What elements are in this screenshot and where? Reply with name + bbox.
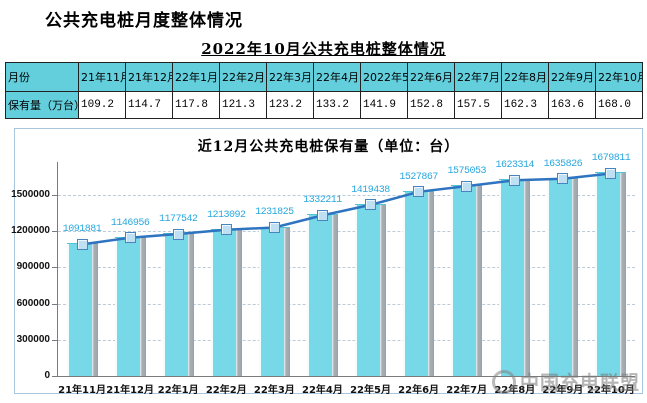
line-marker bbox=[124, 232, 136, 244]
monthly-data-table: 月份 21年11月21年12月22年1月22年2月22年3月22年4月2022年… bbox=[5, 62, 643, 119]
y-axis-tick bbox=[52, 303, 58, 305]
gridline bbox=[58, 303, 635, 305]
data-label: 1623314 bbox=[495, 160, 535, 172]
table-value-cell: 162.3 bbox=[501, 91, 549, 119]
x-axis-label: 21年11月 bbox=[58, 385, 106, 396]
y-axis-label: 600000 bbox=[16, 297, 50, 309]
line-marker bbox=[365, 199, 377, 211]
data-label: 1177542 bbox=[158, 214, 198, 226]
x-axis-label: 22年1月 bbox=[157, 385, 199, 396]
x-axis-label: 22年9月 bbox=[542, 385, 584, 396]
line-marker bbox=[557, 173, 569, 185]
line-marker bbox=[461, 180, 473, 192]
table-value-cell: 114.7 bbox=[125, 91, 173, 119]
x-axis-label: 22年8月 bbox=[494, 385, 536, 396]
x-axis-label: 22年3月 bbox=[253, 385, 295, 396]
table-values-row: 保有量（万台） 109.2 114.7 117.8 121.3 123.2 133.2 14… bbox=[5, 91, 643, 119]
line-marker bbox=[605, 167, 617, 179]
y-axis-tick bbox=[52, 267, 58, 269]
table-month-header: 22年6月 bbox=[407, 62, 455, 92]
line-marker bbox=[413, 186, 425, 198]
bar bbox=[451, 185, 483, 376]
bar bbox=[114, 236, 146, 376]
gridline bbox=[58, 195, 635, 197]
table-value-cell: 117.8 bbox=[172, 91, 220, 119]
line-marker bbox=[509, 174, 521, 186]
page-subtitle: 2022年10月公共充电桩整体情况 bbox=[201, 40, 446, 58]
data-label: 1231825 bbox=[255, 207, 294, 219]
data-label: 1575053 bbox=[447, 166, 486, 178]
data-label: 1146956 bbox=[110, 217, 150, 229]
table-value-cell: 121.3 bbox=[219, 91, 267, 119]
y-axis-tick bbox=[52, 195, 58, 197]
gridline bbox=[58, 339, 635, 341]
x-axis-label: 21年12月 bbox=[106, 385, 155, 396]
y-axis-label: 1500000 bbox=[11, 189, 50, 201]
line-marker bbox=[316, 209, 328, 221]
table-month-header: 22年1月 bbox=[172, 62, 220, 92]
table-value-cell: 152.8 bbox=[407, 91, 455, 119]
y-axis-tick bbox=[52, 339, 58, 341]
line-marker bbox=[76, 238, 88, 250]
table-value-cell: 157.5 bbox=[454, 91, 502, 119]
line-marker bbox=[172, 228, 184, 240]
holdings-chart: 近12月公共充电桩保有量（单位：台） 0 300000 600000 900000 12… bbox=[11, 128, 643, 396]
table-row-header-holdings: 保有量（万台） bbox=[5, 91, 79, 119]
table-month-header: 22年10月 bbox=[595, 62, 643, 92]
bar bbox=[403, 190, 435, 376]
bar bbox=[595, 172, 627, 376]
table-month-header: 22年8月 bbox=[501, 62, 549, 92]
table-month-header: 21年12月 bbox=[125, 62, 173, 92]
x-axis-label: 22年5月 bbox=[350, 385, 391, 396]
x-axis-label: 22年6月 bbox=[398, 385, 440, 396]
data-label: 1679811 bbox=[591, 153, 631, 165]
gridline bbox=[58, 231, 635, 233]
data-label: 1419438 bbox=[351, 184, 390, 196]
bar bbox=[355, 203, 387, 376]
data-label: 1635826 bbox=[543, 158, 583, 170]
x-axis-label: 22年7月 bbox=[446, 385, 488, 396]
bar bbox=[162, 233, 194, 376]
chart-title: 近12月公共充电桩保有量（单位：台） bbox=[197, 139, 460, 155]
table-months-row: 月份 21年11月21年12月22年1月22年2月22年3月22年4月2022年… bbox=[5, 62, 643, 92]
bar bbox=[547, 177, 579, 376]
table-month-header: 2022年5月 bbox=[360, 62, 408, 92]
table-value-cell: 109.2 bbox=[78, 91, 126, 119]
bar bbox=[210, 228, 242, 376]
page-title: 公共充电桩月度整体情况 bbox=[45, 11, 243, 31]
y-axis-tick bbox=[52, 231, 58, 233]
table-value-cell: 133.2 bbox=[313, 91, 361, 119]
gridline bbox=[58, 267, 635, 269]
table-month-header: 22年2月 bbox=[219, 62, 267, 92]
table-month-header: 22年9月 bbox=[548, 62, 596, 92]
y-axis-tick bbox=[52, 376, 58, 377]
table-month-header: 22年3月 bbox=[266, 62, 314, 92]
x-axis-label: 22年4月 bbox=[302, 385, 343, 396]
x-axis-label: 22年10月 bbox=[587, 385, 635, 396]
data-label: 1527867 bbox=[399, 171, 438, 183]
table-value-cell: 168.0 bbox=[595, 91, 643, 119]
table-value-cell: 141.9 bbox=[360, 91, 408, 119]
data-label: 1091881 bbox=[62, 224, 102, 236]
table-month-header: 22年7月 bbox=[454, 62, 502, 92]
trend-line bbox=[81, 172, 612, 246]
table-month-header: 21年11月 bbox=[78, 62, 126, 92]
line-marker bbox=[268, 221, 280, 233]
table-value-cell: 163.6 bbox=[548, 91, 596, 119]
table-month-header: 22年4月 bbox=[313, 62, 361, 92]
y-axis-label: 1200000 bbox=[11, 225, 50, 237]
data-label: 1213092 bbox=[207, 209, 246, 221]
line-marker bbox=[220, 224, 232, 236]
bar bbox=[66, 243, 98, 376]
table-value-cell: 123.2 bbox=[266, 91, 314, 119]
y-axis-label: 900000 bbox=[16, 261, 50, 273]
data-label: 1332211 bbox=[303, 195, 342, 207]
y-axis-label: 300000 bbox=[16, 333, 50, 345]
x-axis-label: 22年2月 bbox=[205, 385, 247, 396]
y-axis-label: 0 bbox=[44, 370, 50, 381]
bar bbox=[258, 226, 290, 376]
table-row-header-month: 月份 bbox=[5, 62, 79, 92]
chart-plot-area: 0 300000 600000 900000 1200000 1500000 1091881… bbox=[11, 153, 635, 396]
